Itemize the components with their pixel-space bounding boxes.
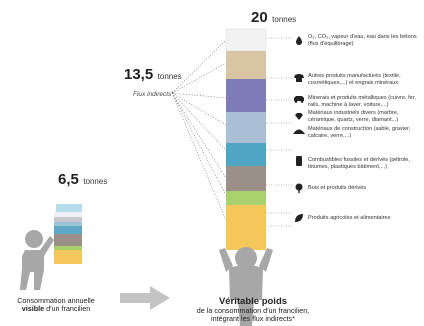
right-arrow bbox=[120, 286, 170, 310]
stack-layer-6 bbox=[226, 166, 266, 191]
total-weight: 20 tonnes bbox=[251, 9, 296, 27]
small-stack-layer-4 bbox=[54, 226, 82, 234]
layer-label-3: Minerais et produits métalliques (cuivre… bbox=[308, 95, 416, 108]
stack-layer-4 bbox=[226, 112, 266, 143]
pile-icon bbox=[293, 129, 305, 134]
indirect-flow-lines bbox=[171, 37, 292, 227]
small-stack-layer-6 bbox=[54, 246, 82, 250]
leaf-icon bbox=[295, 214, 303, 222]
stack-layer-2 bbox=[226, 51, 266, 79]
flow-line-6 bbox=[171, 92, 227, 179]
small-stack-layer-2 bbox=[54, 217, 82, 222]
flow-line-2 bbox=[171, 62, 227, 94]
small-stack-layer-7 bbox=[54, 250, 82, 264]
small-stack-layer-3 bbox=[54, 222, 82, 226]
visible-caption-rest: d'un francilien bbox=[44, 304, 91, 314]
barrel-icon bbox=[296, 156, 302, 166]
total-weight-value: 20 bbox=[251, 9, 268, 26]
tree-icon bbox=[295, 183, 303, 193]
indirect-weight-value: 13,5 bbox=[124, 66, 154, 83]
flow-line-7 bbox=[171, 92, 227, 196]
small-stack-top bbox=[56, 204, 82, 212]
indirect-weight: 13,5 tonnes bbox=[124, 66, 182, 84]
stack-layer-1 bbox=[225, 28, 267, 52]
indirect-flow-label: Flux indirects* bbox=[133, 91, 174, 98]
stack-layer-7 bbox=[226, 191, 266, 205]
flow-line-5 bbox=[171, 92, 227, 151]
visible-caption: Consommation annuelle visible d'un franc… bbox=[2, 296, 110, 314]
real-weight-title: Véritable poids bbox=[218, 296, 288, 307]
big-person-head bbox=[235, 247, 257, 269]
tshirt-icon bbox=[294, 74, 304, 82]
visible-caption-bold: visible bbox=[21, 304, 45, 314]
total-weight-unit: tonnes bbox=[272, 15, 297, 24]
small-stack-layer-5 bbox=[54, 234, 82, 246]
category-icons bbox=[293, 36, 305, 222]
visible-weight-value: 6,5 bbox=[58, 171, 79, 188]
layer-label-5: Matériaux de construction (sable, gravie… bbox=[308, 126, 411, 139]
big-person-arms bbox=[219, 248, 273, 272]
stack-layer-5 bbox=[226, 143, 266, 166]
flow-line-8 bbox=[171, 92, 227, 221]
small-stack bbox=[54, 204, 82, 264]
stack-layer-8 bbox=[226, 205, 266, 250]
real-weight-line1: de la consommation d'un francilien, bbox=[196, 306, 310, 315]
visible-weight-unit: tonnes bbox=[83, 177, 108, 186]
small-stack-layer-1 bbox=[54, 211, 82, 217]
layer-label-1: O₂, CO₂, vapeur d'eau, eau dans les béto… bbox=[308, 34, 417, 47]
layer-label-2: Autres produits manufacturés (textile, c… bbox=[308, 73, 401, 86]
layer-label-4: Matériaux industriels divers (marbre, cé… bbox=[308, 110, 399, 123]
visible-caption-line2: visible d'un francilien bbox=[2, 305, 110, 313]
layer-label-7: Bois et produits dérivés bbox=[308, 185, 367, 191]
layer-label-8: Produits agricoles et alimentaires bbox=[308, 215, 391, 221]
big-stack bbox=[225, 28, 267, 250]
drop-icon bbox=[296, 36, 302, 45]
small-person-figure bbox=[20, 230, 54, 290]
big-person-figure bbox=[219, 247, 273, 326]
visible-weight: 6,5 tonnes bbox=[58, 171, 107, 189]
visible-caption-line1: Consommation annuelle bbox=[17, 296, 95, 305]
small-person-body bbox=[20, 236, 54, 290]
real-weight-caption: Véritable poids de la consommation d'un … bbox=[176, 297, 330, 324]
stack-layer-3 bbox=[226, 79, 266, 112]
flow-line-3 bbox=[171, 92, 227, 99]
car-icon bbox=[294, 96, 304, 103]
diamond-icon bbox=[295, 113, 303, 120]
flow-line-4 bbox=[171, 92, 227, 126]
layer-label-6: Combustibles fossiles et dérivés (pétrol… bbox=[308, 157, 410, 170]
real-weight-line2: intégrant les flux indirects* bbox=[211, 314, 295, 324]
small-person-head bbox=[25, 230, 43, 248]
big-person-body bbox=[229, 265, 263, 326]
indirect-weight-unit: tonnes bbox=[157, 72, 182, 81]
